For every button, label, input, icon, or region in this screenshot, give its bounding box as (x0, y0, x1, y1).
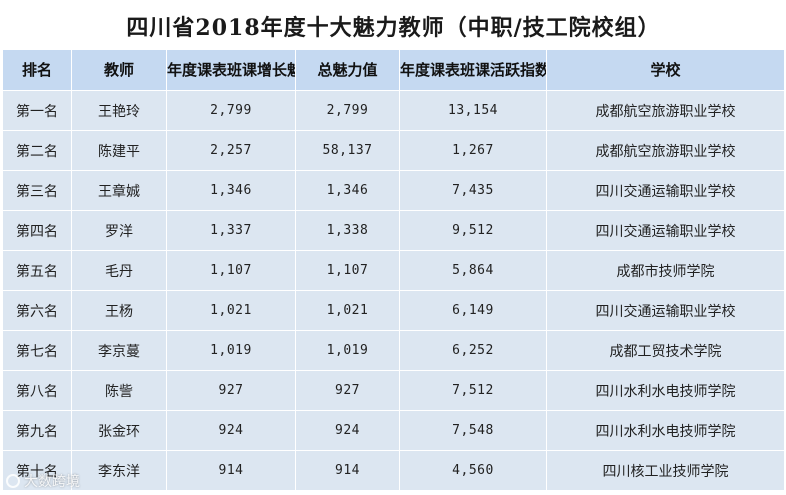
total-cell: 1,019 (295, 330, 400, 371)
rank-cell: 第三名 (2, 170, 72, 211)
growth-cell: 927 (166, 370, 296, 411)
growth-cell: 1,021 (166, 290, 296, 331)
active-cell: 4,560 (399, 450, 547, 491)
growth-cell: 1,019 (166, 330, 296, 371)
active-cell: 6,149 (399, 290, 547, 331)
title-row: 四川省2018年度十大魅力教师（中职/技工院校组） (1, 2, 786, 50)
teacher-cell: 罗洋 (71, 210, 167, 251)
teacher-cell: 王艳玲 (71, 90, 167, 131)
table-row: 第八名 陈訾 927 927 7,512 四川水利水电技师学院 (2, 370, 786, 411)
table-row: 第三名 王章娍 1,346 1,346 7,435 四川交通运输职业学校 (2, 170, 786, 211)
header-school: 学校 (545, 49, 786, 91)
active-cell: 6,252 (399, 330, 547, 371)
school-cell: 成都工贸技术学院 (545, 330, 786, 371)
table-row: 第十名 李东洋 914 914 4,560 四川核工业技师学院 (2, 450, 786, 491)
teacher-cell: 陈建平 (71, 130, 167, 171)
table-row: 第一名 王艳玲 2,799 2,799 13,154 成都航空旅游职业学校 (2, 90, 786, 131)
active-cell: 13,154 (399, 90, 547, 131)
header-rank: 排名 (2, 49, 72, 91)
total-cell: 1,346 (295, 170, 400, 211)
teacher-cell: 李东洋 (71, 450, 167, 491)
school-cell: 四川水利水电技师学院 (545, 370, 786, 411)
teacher-cell: 张金环 (71, 410, 167, 451)
rank-cell: 第八名 (2, 370, 72, 411)
school-cell: 成都航空旅游职业学校 (545, 130, 786, 171)
rank-cell: 第一名 (2, 90, 72, 131)
school-cell: 四川交通运输职业学校 (545, 290, 786, 331)
header-teacher: 教师 (71, 49, 167, 91)
total-cell: 914 (295, 450, 400, 491)
school-cell: 四川水利水电技师学院 (545, 410, 786, 451)
rank-cell: 第六名 (2, 290, 72, 331)
teacher-cell: 毛丹 (71, 250, 167, 291)
school-cell: 四川交通运输职业学校 (545, 170, 786, 211)
total-cell: 924 (295, 410, 400, 451)
school-cell: 四川核工业技师学院 (545, 450, 786, 491)
total-cell: 58,137 (295, 130, 400, 171)
growth-cell: 1,337 (166, 210, 296, 251)
header-growth: 年度课表班课增长魅力值 (166, 49, 296, 91)
school-cell: 成都航空旅游职业学校 (545, 90, 786, 131)
rank-cell: 第四名 (2, 210, 72, 251)
table-row: 第五名 毛丹 1,107 1,107 5,864 成都市技师学院 (2, 250, 786, 291)
rank-cell: 第九名 (2, 410, 72, 451)
school-cell: 成都市技师学院 (545, 250, 786, 291)
table-row: 第四名 罗洋 1,337 1,338 9,512 四川交通运输职业学校 (2, 210, 786, 251)
table-title: 四川省2018年度十大魅力教师（中职/技工院校组） (1, 2, 786, 50)
table-row: 第二名 陈建平 2,257 58,137 1,267 成都航空旅游职业学校 (2, 130, 786, 171)
growth-cell: 924 (166, 410, 296, 451)
teacher-cell: 李京蔓 (71, 330, 167, 371)
active-cell: 5,864 (399, 250, 547, 291)
total-cell: 1,338 (295, 210, 400, 251)
teacher-cell: 陈訾 (71, 370, 167, 411)
total-cell: 1,021 (295, 290, 400, 331)
header-total: 总魅力值 (295, 49, 400, 91)
rank-cell: 第二名 (2, 130, 72, 171)
rank-cell: 第七名 (2, 330, 72, 371)
teacher-cell: 王杨 (71, 290, 167, 331)
total-cell: 2,799 (295, 90, 400, 131)
active-cell: 9,512 (399, 210, 547, 251)
watermark-text: 大数跨境 (24, 474, 80, 490)
active-cell: 7,548 (399, 410, 547, 451)
header-row: 排名 教师 年度课表班课增长魅力值 总魅力值 年度课表班课活跃指数 学校 (2, 49, 786, 91)
watermark-logo-icon (6, 474, 20, 488)
growth-cell: 1,107 (166, 250, 296, 291)
total-cell: 927 (295, 370, 400, 411)
table-row: 第六名 王杨 1,021 1,021 6,149 四川交通运输职业学校 (2, 290, 786, 331)
growth-cell: 914 (166, 450, 296, 491)
total-cell: 1,107 (295, 250, 400, 291)
growth-cell: 1,346 (166, 170, 296, 211)
table-row: 第九名 张金环 924 924 7,548 四川水利水电技师学院 (2, 410, 786, 451)
table-row: 第七名 李京蔓 1,019 1,019 6,252 成都工贸技术学院 (2, 330, 786, 371)
rank-cell: 第五名 (2, 250, 72, 291)
watermark: 大数跨境 (6, 471, 80, 491)
active-cell: 7,512 (399, 370, 547, 411)
growth-cell: 2,257 (166, 130, 296, 171)
active-cell: 7,435 (399, 170, 547, 211)
active-cell: 1,267 (399, 130, 547, 171)
growth-cell: 2,799 (166, 90, 296, 131)
school-cell: 四川交通运输职业学校 (545, 210, 786, 251)
teacher-cell: 王章娍 (71, 170, 167, 211)
header-active: 年度课表班课活跃指数 (399, 49, 547, 91)
